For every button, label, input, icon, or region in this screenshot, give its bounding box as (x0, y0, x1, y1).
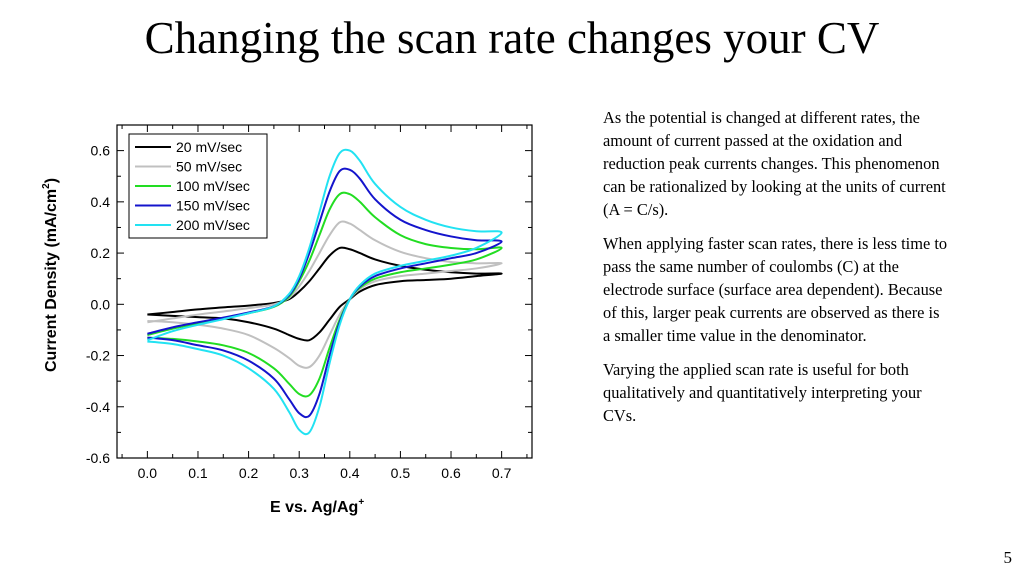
x-axis-title: E vs. Ag/Ag+ (270, 497, 364, 516)
x-tick-label: 0.3 (289, 465, 309, 481)
y-tick-label: 0.6 (91, 143, 111, 159)
paragraph-1: As the potential is changed at different… (603, 108, 946, 219)
y-tick-label: 0.0 (91, 296, 111, 312)
x-tick-label: 0.1 (188, 465, 208, 481)
page-number: 5 (1003, 548, 1013, 567)
legend: 20 mV/sec 50 mV/sec 100 mV/sec 150 mV/sec 20… (128, 133, 268, 239)
x-tick-label: 0.4 (340, 465, 360, 481)
ticks: 0.0 0.1 0.2 0.3 0.4 0.5 0.6 0.7 0.6 0.4 0.2 0.0 -0.2… (86, 124, 532, 481)
x-tick-label: 0.7 (492, 465, 512, 481)
legend-label: 50 mV/sec (176, 159, 242, 175)
legend-label: 150 mV/sec (176, 198, 250, 214)
y-tick-label: -0.6 (86, 450, 110, 466)
x-tick-label: 0.6 (441, 465, 461, 481)
y-tick-label: 0.2 (91, 245, 111, 261)
y-axis-title: Current Density (mA/cm2) (41, 178, 60, 372)
series-line-1 (147, 220, 503, 369)
paragraph-2: When applying faster scan rates, there i… (603, 234, 948, 345)
curves (147, 148, 503, 436)
y-tick-label: -0.2 (86, 348, 110, 364)
legend-label: 100 mV/sec (176, 178, 250, 194)
body-text: As the potential is changed at different… (603, 106, 948, 438)
legend-label: 20 mV/sec (176, 139, 242, 155)
series-line-4 (147, 148, 503, 436)
x-tick-label: 0.5 (391, 465, 411, 481)
y-tick-label: -0.4 (86, 399, 110, 415)
x-tick-label: 0.0 (138, 465, 158, 481)
paragraph-3: Varying the applied scan rate is useful … (603, 360, 922, 425)
legend-label: 200 mV/sec (176, 217, 250, 233)
series-line-0 (147, 246, 503, 342)
y-tick-label: 0.4 (91, 194, 111, 210)
slide-title: Changing the scan rate changes your CV (144, 13, 880, 63)
x-tick-label: 0.2 (239, 465, 259, 481)
